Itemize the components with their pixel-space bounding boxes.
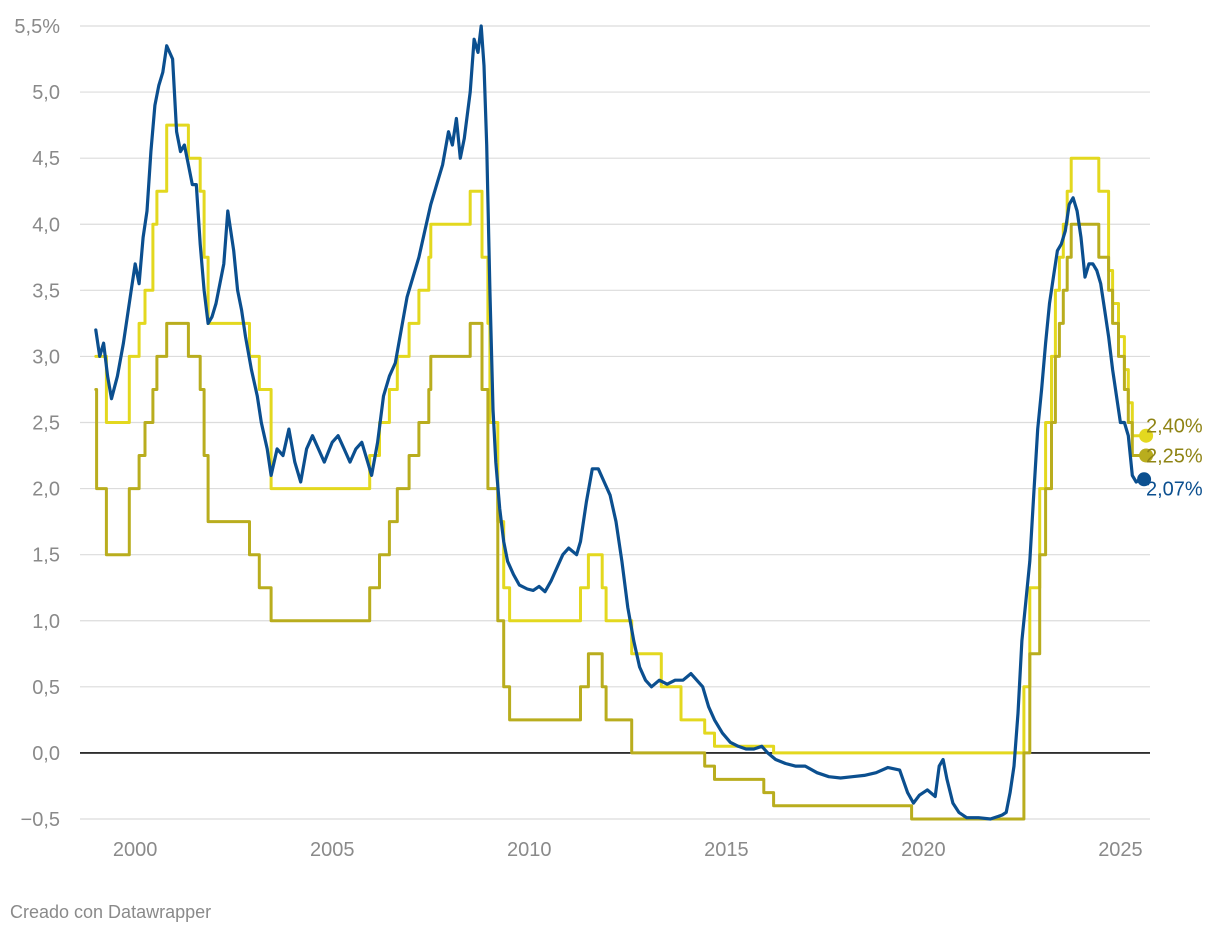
series-lines [94,24,1144,821]
end-label-olive: 2,25% [1146,446,1203,468]
y-axis-tick-labels: −0,5 0,0 0,5 1,0 1,5 2,0 2,5 3,0 3,5 4,0 4,5 5,0 5,5… [14,16,60,831]
y-tick-label-7: 3,0 [32,346,60,368]
x-tick-label-1: 2005 [310,839,355,861]
y-tick-label-0: −0,5 [21,809,60,831]
y-tick-label-12: 5,5% [14,16,60,38]
x-tick-label-4: 2020 [901,839,946,861]
series-line-olive [94,222,1144,821]
x-tick-label-2: 2010 [507,839,552,861]
y-tick-label-9: 4,0 [32,214,60,236]
series-line-yellow [94,123,1144,755]
x-tick-label-0: 2000 [113,839,158,861]
y-tick-label-10: 4,5 [32,148,60,170]
x-tick-label-5: 2025 [1098,839,1143,861]
y-tick-label-3: 1,0 [32,611,60,633]
y-tick-label-11: 5,0 [32,82,60,104]
y-tick-label-2: 0,5 [32,677,60,699]
y-tick-label-6: 2,5 [32,413,60,435]
series-line-blue [94,24,1142,821]
x-axis-tick-labels: 2000 2005 2010 2015 2020 2025 [113,839,1143,861]
gridlines [80,25,1150,820]
y-tick-label-8: 3,5 [32,280,60,302]
y-tick-label-4: 1,5 [32,545,60,567]
end-markers: 2,40% 2,25% 2,07% [1137,416,1203,500]
end-marker-yellow [1139,428,1154,443]
end-label-blue: 2,07% [1146,478,1203,500]
end-marker-blue [1137,472,1152,487]
y-tick-label-1: 0,0 [32,743,60,765]
y-tick-label-5: 2,0 [32,479,60,501]
end-label-yellow: 2,40% [1146,416,1203,438]
credit-text: Creado con Datawrapper [10,902,212,922]
end-marker-olive [1139,448,1154,463]
x-tick-label-3: 2015 [704,839,749,861]
